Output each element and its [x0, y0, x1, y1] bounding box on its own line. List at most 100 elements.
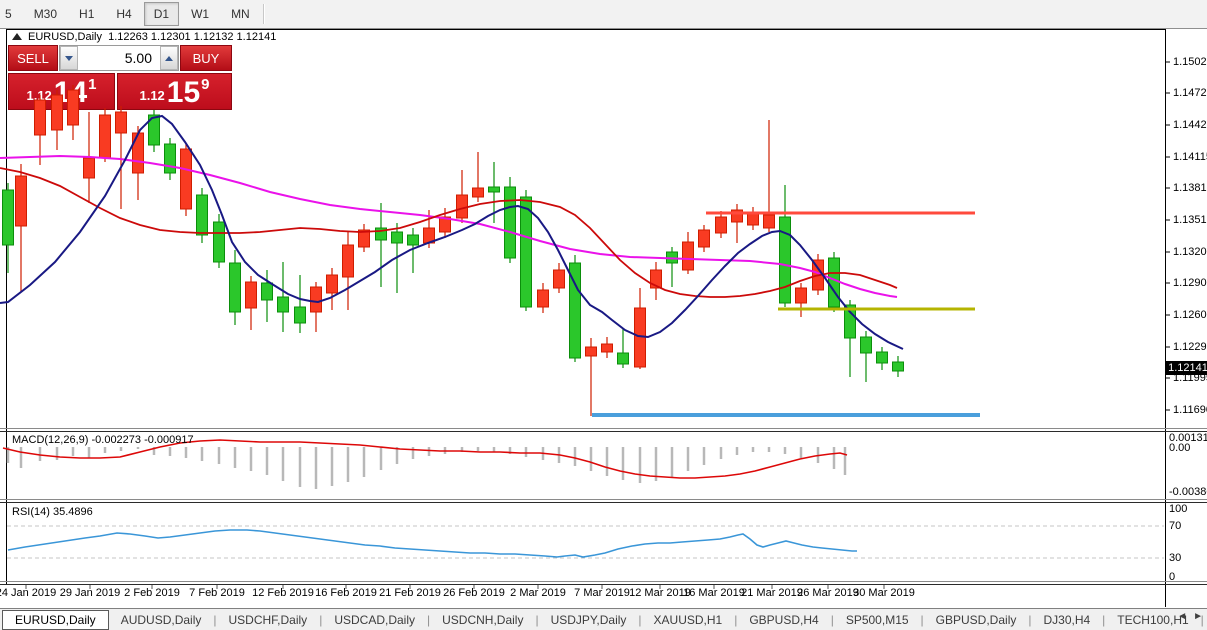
date-axis-label: 29 Jan 2019 [59, 587, 121, 599]
timeframe-button-d1[interactable]: D1 [143, 2, 180, 26]
price-axis-label: 1.13205 [1173, 246, 1207, 258]
tab-separator: | [638, 612, 642, 627]
chart-tab-eurusd-daily[interactable]: EURUSD,Daily [2, 609, 109, 630]
tab-scroll-left-icon[interactable]: ◄ [1177, 611, 1188, 622]
date-axis-label: 21 Mar 2019 [741, 587, 803, 599]
candle [261, 282, 273, 301]
date-axis-label: 21 Feb 2019 [379, 587, 441, 599]
candle [83, 157, 95, 179]
price-axis-label: 1.14115 [1173, 151, 1207, 163]
rsi-value: 35.4896 [52, 506, 93, 518]
timeframe-button-5[interactable]: 5 [5, 7, 12, 21]
date-axis-label: 7 Mar 2019 [574, 587, 630, 599]
chart-tab-gbpusd-h4[interactable]: GBPUSD,H4 [749, 612, 819, 627]
tab-separator: | [319, 612, 323, 627]
volume-spinner[interactable]: 5.00 [59, 45, 179, 71]
tab-separator: | [734, 612, 738, 627]
bid-pip-digit: 1 [88, 76, 97, 93]
chart-tab-gbpusd-daily[interactable]: GBPUSD,Daily [935, 612, 1017, 627]
candle [601, 343, 613, 353]
timeframe-button-w1[interactable]: W1 [191, 7, 210, 21]
candle [860, 336, 872, 354]
candle [342, 244, 354, 278]
timeframe-button-m30[interactable]: M30 [33, 7, 58, 21]
candle [731, 209, 743, 223]
bid-price-box[interactable]: 1.12 14 1 [8, 73, 115, 110]
chart-tab-bar: EURUSD,Daily AUDUSD,Daily | USDCHF,Daily | US… [0, 608, 1207, 630]
timeframe-buttons: 5 M30 H1 H4 D1 W1 MN [0, 2, 261, 26]
ma-red-line [0, 167, 898, 298]
volume-value[interactable]: 5.00 [124, 50, 152, 66]
candle [779, 216, 791, 304]
chart-tab-sp500-m15[interactable]: SP500,M15 [845, 612, 909, 627]
volume-increase-button[interactable] [160, 46, 178, 70]
candle [213, 221, 225, 263]
bid-big-digits: 14 [53, 76, 88, 109]
date-axis-label: 12 Mar 2019 [629, 587, 691, 599]
ask-price-box[interactable]: 1.12 15 9 [117, 73, 232, 110]
candle [15, 175, 27, 227]
tab-separator: | [920, 612, 924, 627]
tab-scroll-right-icon[interactable]: ► [1193, 611, 1203, 622]
candle [358, 229, 370, 248]
candle [585, 346, 597, 357]
chart-tab-usdchf-daily[interactable]: USDCHF,Daily [228, 612, 308, 627]
tab-separator: | [830, 612, 834, 627]
chart-symbol-label: EURUSD,Daily [28, 31, 102, 43]
ask-prefix: 1.12 [139, 88, 165, 103]
chart-tab-dj30-h4[interactable]: DJ30,H4 [1043, 612, 1091, 627]
macd-axis-label: 0.001313 [1169, 432, 1207, 444]
bid-prefix: 1.12 [26, 88, 52, 103]
candle [715, 216, 727, 234]
candle [763, 214, 775, 229]
candle [504, 186, 516, 259]
rsi-label: RSI(14) 35.4896 [12, 506, 93, 518]
chart-tab-xauusd-h1[interactable]: XAUUSD,H1 [653, 612, 723, 627]
candle [828, 257, 840, 308]
chart-tab-audusd-daily[interactable]: AUDUSD,Daily [120, 612, 202, 627]
collapse-panel-icon[interactable] [12, 33, 22, 40]
chart-tab-tech100-h1[interactable]: TECH100,H1 [1117, 612, 1189, 627]
date-axis-label: 26 Feb 2019 [443, 587, 505, 599]
macd-label: MACD(12,26,9) -0.002273 -0.000917 [12, 434, 194, 446]
date-axis-label: 24 Jan 2019 [0, 587, 57, 599]
candle [99, 114, 111, 159]
price-axis-label: 1.12600 [1173, 309, 1207, 321]
price-axis-label: 1.12905 [1173, 277, 1207, 289]
chart-window-border-top [6, 29, 1166, 30]
date-axis-label: 2 Feb 2019 [124, 587, 180, 599]
timeframe-button-h1[interactable]: H1 [79, 7, 95, 21]
candle [229, 262, 241, 313]
candle [2, 189, 14, 246]
chart-tab-usdcnh-daily[interactable]: USDCNH,Daily [442, 612, 524, 627]
tab-separator: | [427, 612, 431, 627]
arrow-up-icon [165, 55, 173, 61]
candle [326, 274, 338, 294]
pane-separator[interactable] [0, 431, 1207, 432]
chart-tab-usdjpy-daily[interactable]: USDJPY,Daily [550, 612, 627, 627]
date-axis-label: 30 Mar 2019 [853, 587, 915, 599]
volume-decrease-button[interactable] [60, 46, 78, 70]
candle [795, 287, 807, 304]
rsi-axis-label: 100 [1169, 503, 1188, 515]
tab-scrollers: ◄ ► [1177, 611, 1203, 622]
timeframe-button-h4[interactable]: H4 [116, 7, 132, 21]
candle [375, 227, 387, 241]
candle [569, 262, 581, 359]
chart-tab-usdcad-daily[interactable]: USDCAD,Daily [334, 612, 415, 627]
sell-button[interactable]: SELL [8, 45, 58, 71]
candle [164, 143, 176, 174]
candle [391, 231, 403, 244]
timeframe-toolbar: 5 M30 H1 H4 D1 W1 MN [0, 0, 1207, 29]
pane-separator [0, 581, 1207, 582]
candle [537, 289, 549, 308]
candle [617, 352, 629, 365]
pane-separator[interactable] [0, 502, 1207, 503]
macd-values: -0.002273 -0.000917 [91, 434, 194, 446]
price-axis-label: 1.12295 [1173, 341, 1207, 353]
one-click-trading-panel: SELL 5.00 BUY 1.12 14 1 1.12 15 9 [8, 45, 232, 110]
timeframe-button-mn[interactable]: MN [231, 7, 250, 21]
buy-button[interactable]: BUY [180, 45, 232, 71]
candle [423, 227, 435, 244]
date-axis-label: 12 Feb 2019 [252, 587, 314, 599]
